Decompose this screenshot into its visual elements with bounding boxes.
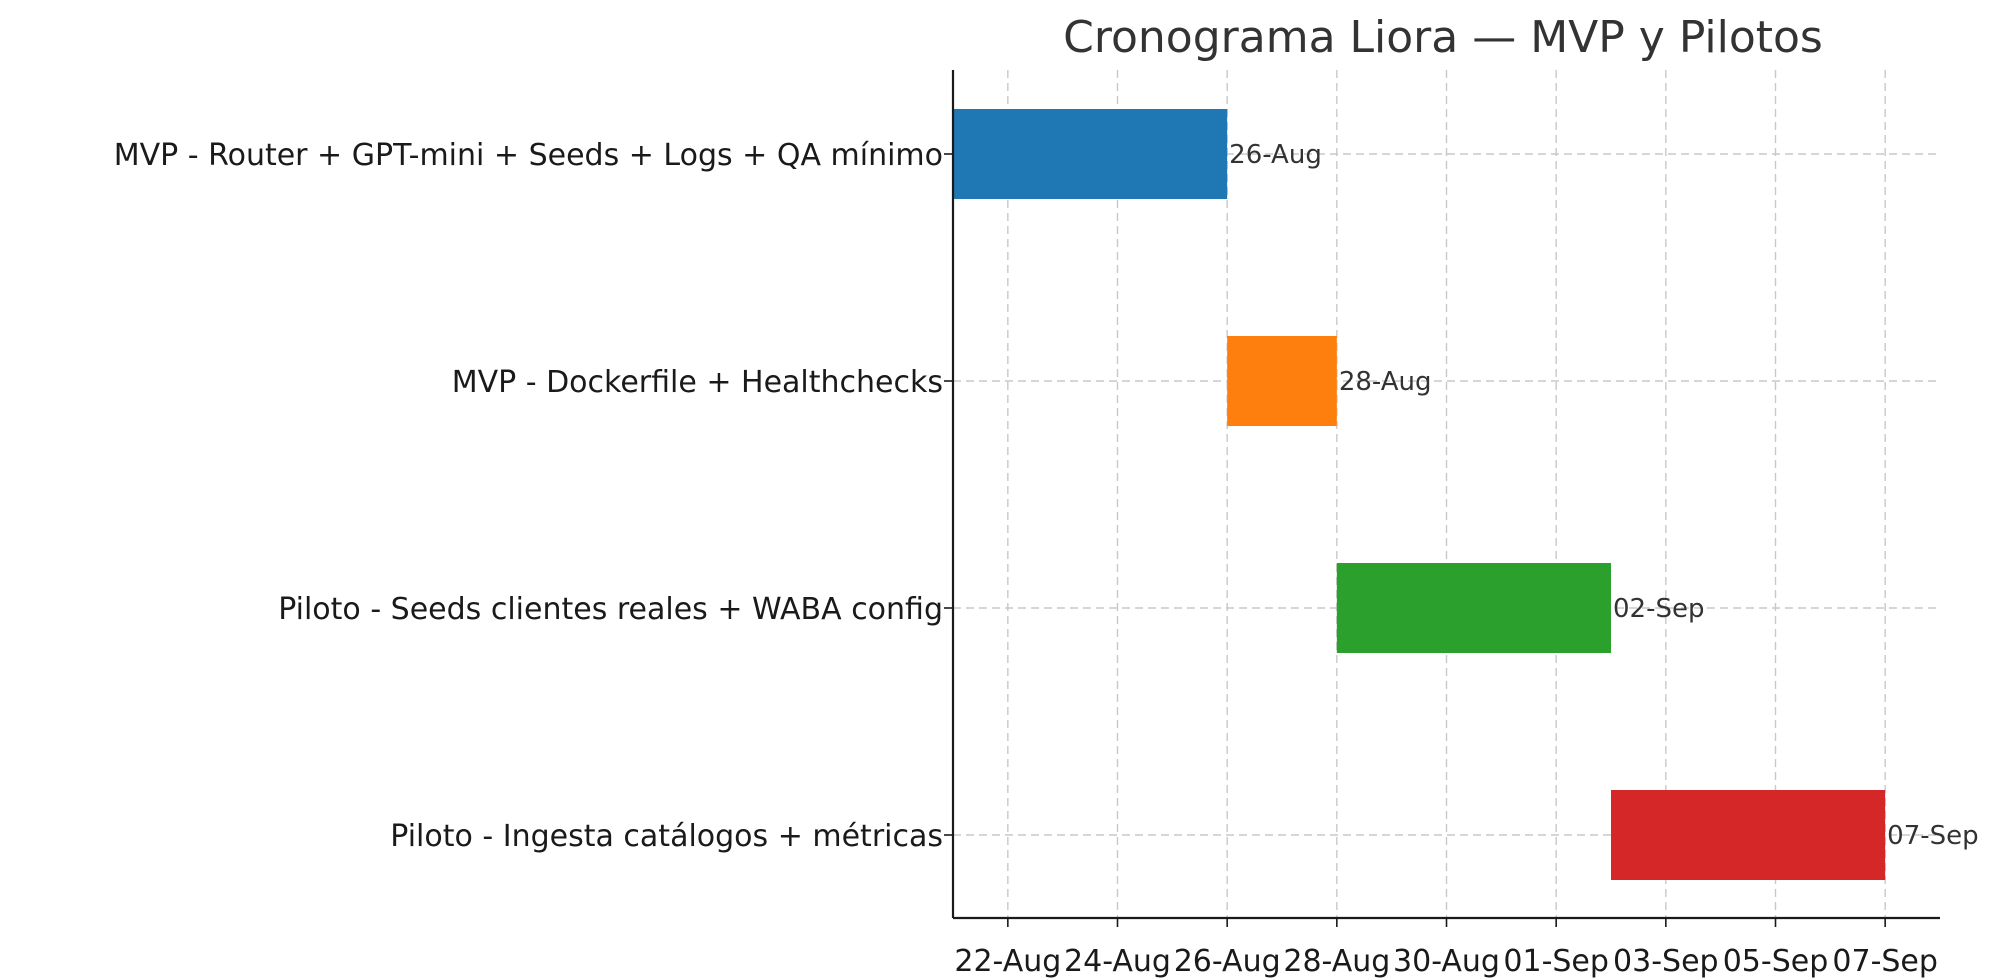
task-end-label: 07-Sep	[1887, 821, 1978, 851]
labels: 22-Aug 24-Aug 26-Aug 28-Aug 30-Aug 01-Sep 03-S…	[114, 138, 1979, 979]
x-tick-label: 26-Aug	[1174, 944, 1281, 979]
task-end-label: 26-Aug	[1229, 140, 1322, 170]
axes	[944, 70, 1940, 927]
task-label: MVP - Dockerfile + Healthchecks	[452, 365, 943, 400]
x-tick-label: 01-Sep	[1503, 944, 1609, 979]
grid-lines	[953, 70, 1940, 918]
x-tick-label: 07-Sep	[1832, 944, 1938, 979]
chart-title: Cronograma Liora — MVP y Pilotos	[1063, 12, 1823, 63]
x-tick-label: 05-Sep	[1723, 944, 1829, 979]
task-label: Piloto - Seeds clientes reales + WABA co…	[278, 592, 943, 627]
x-tick-label: 03-Sep	[1613, 944, 1719, 979]
task-bars	[953, 109, 1886, 880]
task-label: Piloto - Ingesta catálogos + métricas	[390, 819, 943, 854]
x-tick-label: 24-Aug	[1064, 944, 1171, 979]
task-end-label: 02-Sep	[1613, 594, 1704, 624]
task-bar	[1227, 336, 1337, 426]
x-tick-label: 28-Aug	[1283, 944, 1390, 979]
task-label: MVP - Router + GPT-mini + Seeds + Logs +…	[114, 138, 943, 173]
x-tick-label: 30-Aug	[1393, 944, 1500, 979]
task-bar	[1611, 790, 1886, 880]
task-bar	[1336, 563, 1611, 653]
x-tick-label: 22-Aug	[954, 944, 1061, 979]
task-bar	[953, 109, 1228, 199]
task-end-label: 28-Aug	[1339, 367, 1432, 397]
